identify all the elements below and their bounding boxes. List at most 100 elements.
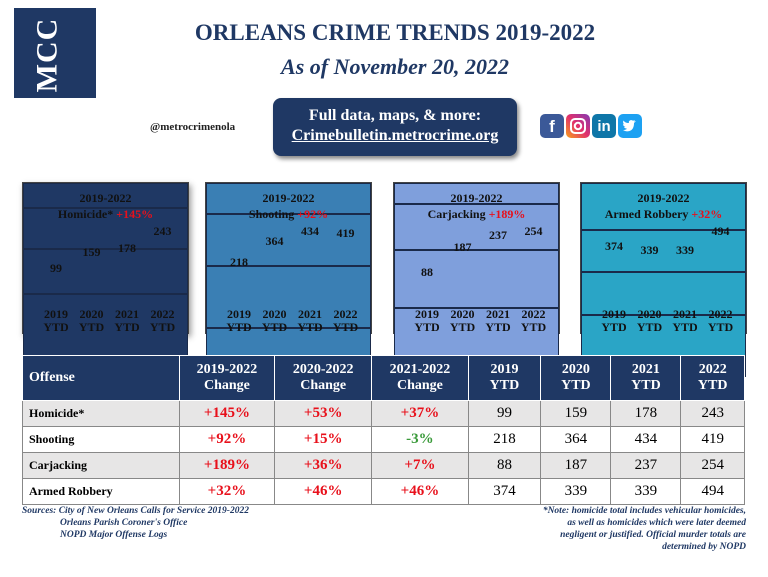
offense-cell: Armed Robbery	[22, 478, 180, 505]
change-cell: +32%	[178, 478, 276, 505]
count-cell: 243	[680, 400, 745, 427]
instagram-glyph	[570, 118, 586, 134]
x-tick-label: 2022 YTD	[520, 307, 547, 334]
change-cell: +15%	[274, 426, 373, 453]
x-tick-label: 2022 YTD	[332, 307, 359, 334]
chart-panel: 2019-2022 Carjacking +189% 88 2019 YTD 187 20…	[393, 182, 560, 370]
value-label: 374	[605, 239, 623, 254]
table-row: Homicide* +145% +53% +37% 99 159 178 243	[22, 400, 745, 427]
value-label: 494	[711, 224, 730, 238]
header-cell: 2021 YTD	[610, 355, 682, 401]
link-button[interactable]: Full data, maps, & more: Crimebulletin.m…	[273, 98, 517, 156]
source-text: Orleans Parish Coroner's Office	[60, 518, 188, 528]
count-cell: 99	[467, 400, 542, 427]
x-tick-label: 2019 YTD	[414, 307, 440, 334]
chart-title: 2019-2022	[262, 191, 315, 205]
sources: Sources: City of New Orleans Calls for S…	[22, 505, 249, 541]
change-cell: +92%	[178, 426, 276, 453]
chart-change: +189%	[488, 207, 526, 221]
chart-title: 2019-2022	[450, 191, 503, 205]
logo-text: MCC	[30, 17, 64, 93]
handle: @metrocrimenola	[150, 121, 236, 133]
count-cell: 254	[680, 452, 745, 479]
header-cell: 2020 YTD	[540, 355, 612, 401]
sources-label: Sources:	[22, 506, 57, 516]
change-cell: +145%	[178, 400, 276, 427]
count-cell: 159	[540, 400, 612, 427]
count-cell: 339	[540, 478, 612, 505]
header-cell: 2019 YTD	[467, 355, 542, 401]
value-label: 339	[676, 243, 694, 258]
header-cell: Offense	[22, 355, 180, 401]
facebook-icon[interactable]: f	[540, 114, 564, 138]
chart-label: Carjacking	[427, 207, 486, 221]
linkedin-icon[interactable]: in	[592, 114, 616, 138]
table-row: Armed Robbery +32% +46% +46% 374 339 339 494	[22, 478, 745, 505]
bar	[206, 214, 371, 267]
chart-change: +32%	[691, 207, 723, 221]
x-tick-label: 2021 YTD	[672, 307, 698, 334]
bar	[581, 272, 746, 315]
bar	[394, 183, 559, 205]
link-url[interactable]: Crimebulletin.metrocrime.org	[291, 127, 499, 144]
twitter-icon[interactable]	[618, 114, 642, 138]
header-cell: 2021-2022 Change	[371, 355, 469, 401]
count-cell: 339	[610, 478, 682, 505]
change-cell: +7%	[371, 452, 469, 479]
bar	[23, 248, 188, 295]
chart-change: +92%	[297, 207, 329, 221]
chart-title: 2019-2022	[637, 191, 690, 205]
value-label: 88	[421, 264, 433, 279]
value-label: 243	[153, 224, 172, 238]
source-text: NOPD Major Offense Logs	[60, 530, 168, 540]
bar	[206, 266, 371, 329]
offense-cell: Homicide*	[22, 400, 180, 427]
offense-cell: Shooting	[22, 426, 180, 453]
bar	[581, 183, 746, 230]
bar	[23, 208, 188, 249]
x-tick-label: 2019 YTD	[43, 307, 69, 334]
x-tick-label: 2020 YTD	[78, 307, 105, 334]
count-cell: 494	[680, 478, 745, 505]
chart-panel: 2019-2022 Homicide* +145% 99 2019 YTD 159 202…	[22, 182, 189, 357]
chart-label: Armed Robbery	[604, 207, 689, 221]
chart-subtitle: Carjacking +189%	[394, 207, 559, 222]
chart-change: +145%	[116, 207, 154, 221]
value-label: 434	[301, 224, 319, 238]
note-line: negligent or justified. Official murder …	[560, 530, 746, 540]
source-line: Sources: City of New Orleans Calls for S…	[22, 505, 249, 517]
note-line: determined by NOPD	[662, 542, 746, 552]
x-tick-label: 2021 YTD	[485, 307, 511, 334]
value-label: 339	[640, 243, 659, 258]
count-cell: 88	[467, 452, 542, 479]
header-cell: 2019-2022 Change	[178, 355, 276, 401]
count-cell: 364	[540, 426, 612, 453]
chart-subtitle: Armed Robbery +32%	[581, 207, 746, 222]
twitter-glyph	[623, 120, 636, 132]
change-cell: +37%	[371, 400, 469, 427]
bar	[23, 183, 188, 209]
source-text: City of New Orleans Calls for Service 20…	[58, 506, 249, 516]
bar	[206, 183, 371, 215]
value-label: 99	[50, 260, 62, 275]
bar	[23, 294, 188, 357]
instagram-icon[interactable]	[566, 114, 590, 138]
table-row: Carjacking +189% +36% +7% 88 187 237 254	[22, 452, 745, 479]
link-text: Full data, maps, & more:	[308, 107, 482, 124]
value-label: 218	[230, 254, 248, 269]
change-cell: +53%	[274, 400, 373, 427]
table-row: Shooting +92% +15% -3% 218 364 434 419	[22, 426, 745, 453]
x-tick-label: 2020 YTD	[261, 307, 288, 334]
header-cell: 2022 YTD	[680, 355, 745, 401]
chart-subtitle: Homicide* +145%	[23, 207, 188, 222]
x-tick-label: 2020 YTD	[449, 307, 476, 334]
x-tick-label: 2019 YTD	[601, 307, 627, 334]
value-label: 254	[524, 224, 543, 238]
change-cell: +36%	[274, 452, 373, 479]
subtitle: As of November 20, 2022	[281, 54, 509, 79]
x-tick-label: 2022 YTD	[149, 307, 176, 334]
x-tick-label: 2020 YTD	[636, 307, 663, 334]
count-cell: 434	[610, 426, 682, 453]
header-row: Offense 2019-2022 Change 2020-2022 Change 2…	[22, 355, 745, 401]
